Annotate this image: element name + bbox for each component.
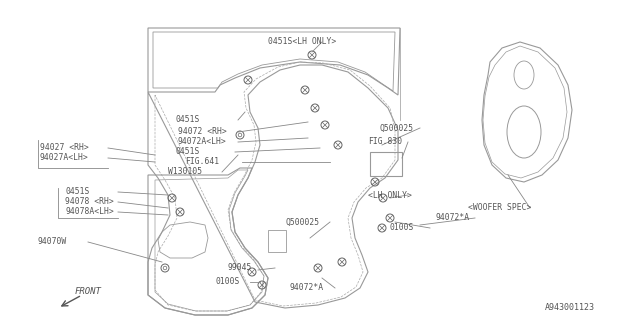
Text: 0100S: 0100S: [215, 277, 239, 286]
Text: 99045: 99045: [228, 263, 252, 273]
Text: 0451S: 0451S: [65, 188, 90, 196]
Text: 0100S: 0100S: [390, 223, 414, 233]
Text: 94078A<LH>: 94078A<LH>: [65, 207, 114, 217]
Text: W130105: W130105: [168, 167, 202, 177]
Text: <WOOFER SPEC>: <WOOFER SPEC>: [468, 204, 531, 212]
Bar: [268, 230, 286, 252]
Text: Q500025: Q500025: [285, 218, 319, 227]
Text: 0451S: 0451S: [175, 148, 200, 156]
Text: FIG.641: FIG.641: [185, 157, 219, 166]
Text: <LH ONLY>: <LH ONLY>: [368, 190, 412, 199]
Text: 94072A<LH>: 94072A<LH>: [178, 138, 227, 147]
Text: FRONT: FRONT: [75, 287, 102, 297]
Text: 0451S<LH ONLY>: 0451S<LH ONLY>: [268, 37, 336, 46]
Text: FIG.830: FIG.830: [368, 138, 402, 147]
Text: A943001123: A943001123: [545, 303, 595, 313]
Text: 94027 <RH>: 94027 <RH>: [40, 143, 89, 153]
Text: 94072*A: 94072*A: [290, 284, 324, 292]
Text: 94078 <RH>: 94078 <RH>: [65, 197, 114, 206]
Text: 94072 <RH>: 94072 <RH>: [178, 127, 227, 137]
Text: 94027A<LH>: 94027A<LH>: [40, 154, 89, 163]
Bar: [370, 152, 402, 176]
Text: 0451S: 0451S: [175, 116, 200, 124]
Text: 94072*A: 94072*A: [435, 213, 469, 222]
Text: Q500025: Q500025: [380, 124, 414, 132]
Text: 94070W: 94070W: [38, 237, 67, 246]
